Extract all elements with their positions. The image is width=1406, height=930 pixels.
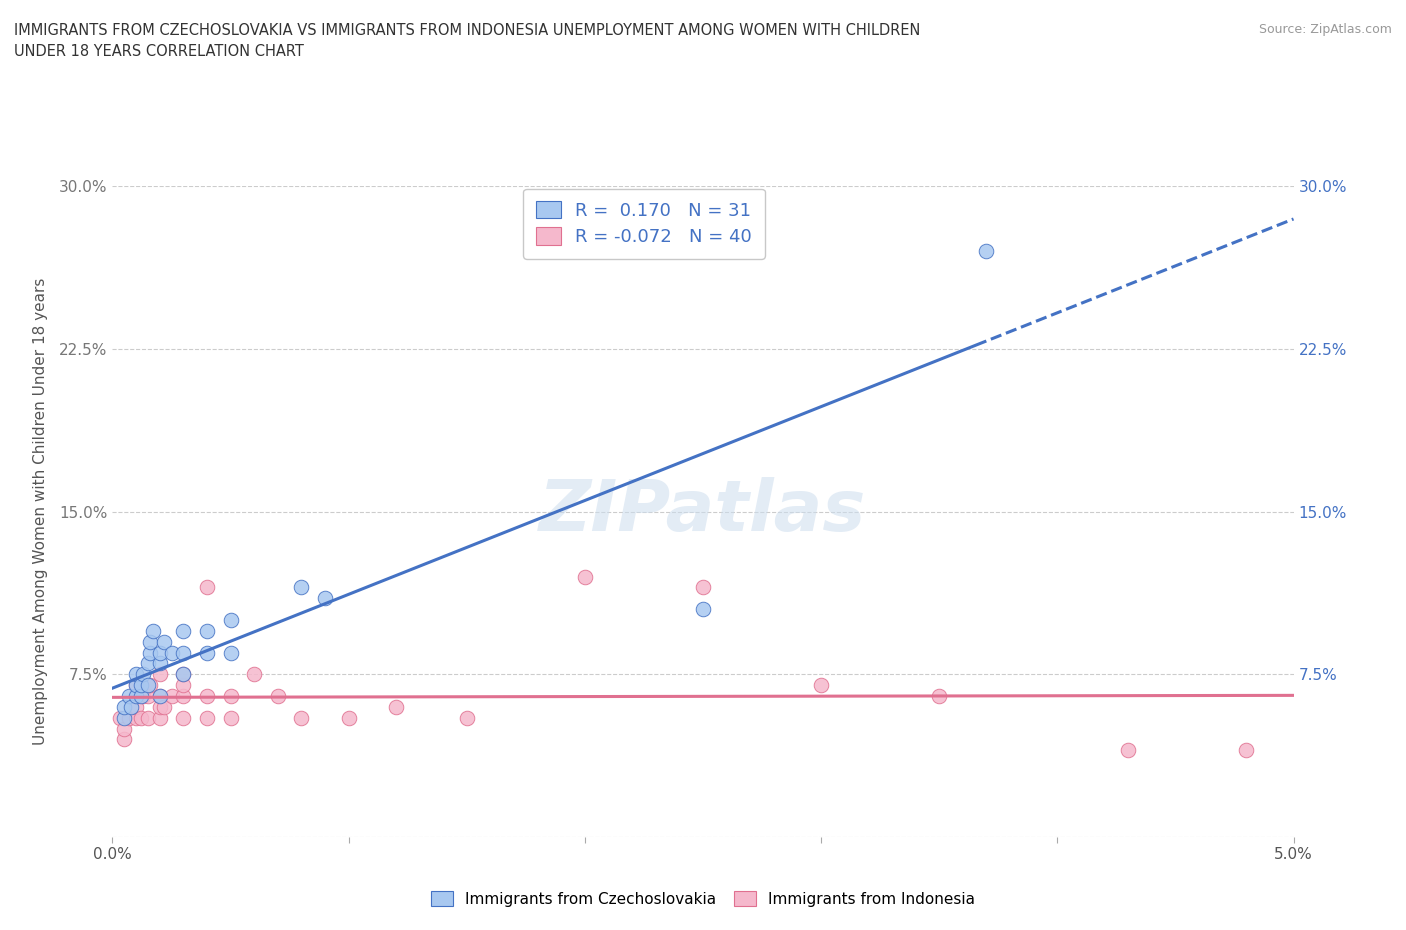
Point	[195, 623, 218, 638]
Point	[142, 623, 165, 638]
Point	[120, 699, 142, 714]
Point	[118, 711, 141, 725]
Point	[149, 688, 172, 703]
Point	[172, 667, 194, 682]
Text: Source: ZipAtlas.com: Source: ZipAtlas.com	[1258, 23, 1392, 36]
Point	[139, 645, 162, 660]
Point	[160, 645, 183, 660]
Point	[314, 591, 336, 605]
Point	[195, 711, 218, 725]
Y-axis label: Unemployment Among Women with Children Under 18 years: Unemployment Among Women with Children U…	[32, 278, 48, 745]
Point	[337, 711, 360, 725]
Point	[172, 688, 194, 703]
Point	[195, 645, 218, 660]
Point	[149, 656, 172, 671]
Point	[290, 580, 312, 595]
Point	[195, 580, 218, 595]
Text: ZIPatlas: ZIPatlas	[540, 477, 866, 546]
Point	[132, 667, 155, 682]
Point	[692, 602, 714, 617]
Point	[125, 688, 148, 703]
Point	[219, 645, 242, 660]
Point	[172, 711, 194, 725]
Point	[139, 678, 162, 693]
Point	[172, 678, 194, 693]
Point	[243, 667, 266, 682]
Point	[172, 667, 194, 682]
Point	[149, 699, 172, 714]
Point	[132, 688, 155, 703]
Text: IMMIGRANTS FROM CZECHOSLOVAKIA VS IMMIGRANTS FROM INDONESIA UNEMPLOYMENT AMONG W: IMMIGRANTS FROM CZECHOSLOVAKIA VS IMMIGR…	[14, 23, 921, 60]
Legend: Immigrants from Czechoslovakia, Immigrants from Indonesia: Immigrants from Czechoslovakia, Immigran…	[425, 885, 981, 913]
Point	[692, 580, 714, 595]
Point	[219, 613, 242, 628]
Point	[149, 667, 172, 682]
Point	[125, 699, 148, 714]
Point	[149, 645, 172, 660]
Point	[574, 569, 596, 584]
Point	[112, 711, 135, 725]
Point	[125, 688, 148, 703]
Point	[149, 688, 172, 703]
Point	[125, 711, 148, 725]
Point	[125, 678, 148, 693]
Point	[1116, 743, 1139, 758]
Point	[129, 711, 152, 725]
Point	[267, 688, 290, 703]
Point	[153, 699, 176, 714]
Point	[136, 678, 159, 693]
Point	[136, 688, 159, 703]
Point	[149, 711, 172, 725]
Point	[160, 688, 183, 703]
Point	[976, 244, 998, 259]
Point	[153, 634, 176, 649]
Point	[219, 711, 242, 725]
Point	[125, 667, 148, 682]
Point	[195, 688, 218, 703]
Point	[172, 623, 194, 638]
Point	[172, 645, 194, 660]
Point	[136, 656, 159, 671]
Point	[928, 688, 950, 703]
Point	[118, 688, 141, 703]
Point	[456, 711, 478, 725]
Point	[129, 678, 152, 693]
Point	[125, 678, 148, 693]
Point	[385, 699, 408, 714]
Point	[108, 711, 131, 725]
Point	[136, 711, 159, 725]
Point	[129, 688, 152, 703]
Point	[290, 711, 312, 725]
Point	[112, 699, 135, 714]
Point	[112, 721, 135, 736]
Legend: R =  0.170   N = 31, R = -0.072   N = 40: R = 0.170 N = 31, R = -0.072 N = 40	[523, 189, 765, 259]
Point	[139, 634, 162, 649]
Point	[219, 688, 242, 703]
Point	[810, 678, 832, 693]
Point	[1234, 743, 1257, 758]
Point	[112, 732, 135, 747]
